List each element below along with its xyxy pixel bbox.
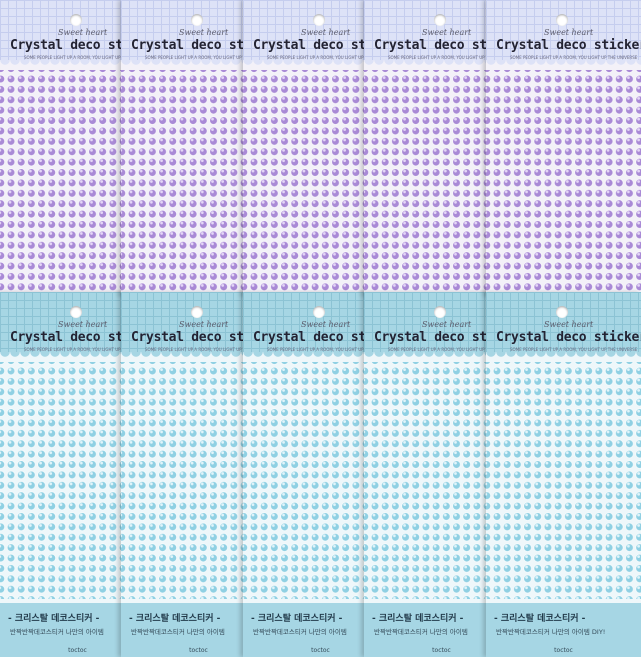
sticker-pack: Sweet heart Crystal deco sticker SOME PEOP… <box>486 292 641 657</box>
scalloped-edge <box>364 352 519 360</box>
hang-hole <box>433 14 446 26</box>
hang-hole <box>555 14 568 26</box>
pack-title: Crystal deco sti <box>253 330 374 345</box>
hang-hole <box>190 306 203 318</box>
pack-script-text: Sweet heart <box>544 28 594 37</box>
blue-row: Sweet heart Crystal deco sti SOME PEOPLE L… <box>0 292 641 657</box>
scalloped-edge <box>0 352 155 360</box>
brand-logo: toctoc <box>189 647 208 654</box>
pack-script-text: Sweet heart <box>422 320 472 329</box>
footer-subtitle: 반짝반짝데코스티커 나만의 아이템 <box>253 628 347 636</box>
footer-subtitle: 반짝반짝데코스티커 나만의 아이템 <box>131 628 225 636</box>
pack-tagline: SOME PEOPLE LIGHT UP A ROOM, YOU LIGHT U… <box>145 55 251 60</box>
pack-script-text: Sweet heart <box>179 28 229 37</box>
pack-header: Sweet heart Crystal deco sticker SOME PEOP… <box>486 292 641 356</box>
pack-header: Sweet heart Crystal deco sticker SOME PEOP… <box>486 0 641 64</box>
gem-sheet <box>486 362 641 599</box>
pack-title: Crystal deco sti <box>131 38 252 53</box>
brand-logo: toctoc <box>68 647 87 654</box>
footer-title: - 크리스탈 데코스티커 - <box>8 614 100 624</box>
pack-tagline: SOME PEOPLE LIGHT UP A ROOM, YOU LIGHT U… <box>388 55 494 60</box>
brand-logo: toctoc <box>432 647 451 654</box>
scalloped-edge <box>0 60 155 68</box>
pack-script-text: Sweet heart <box>301 28 351 37</box>
pack-title: Crystal deco sti <box>374 38 495 53</box>
pack-tagline: SOME PEOPLE LIGHT UP A ROOM, YOU LIGHT U… <box>145 347 251 352</box>
footer-title: - 크리스탈 데코스티커 - <box>494 614 586 624</box>
purple-row: Sweet heart Crystal deco sti SOME PEOPLE L… <box>0 0 641 296</box>
pack-tagline: SOME PEOPLE LIGHT UP A ROOM, YOU LIGHT U… <box>510 347 638 352</box>
footer-subtitle: 반짝반짝데코스티커 나만의 아이템 <box>10 628 104 636</box>
scalloped-edge <box>243 60 398 68</box>
footer-subtitle: 반짝반짝데코스티커 나만의 아이템 DIY! <box>496 628 606 636</box>
hang-hole <box>69 14 82 26</box>
pack-title: Crystal deco sticker <box>496 330 641 345</box>
pack-title: Crystal deco sti <box>131 330 252 345</box>
pack-title: Crystal deco sti <box>10 38 131 53</box>
scalloped-edge <box>121 352 276 360</box>
hang-hole <box>433 306 446 318</box>
scalloped-edge <box>486 60 641 68</box>
hang-hole <box>69 306 82 318</box>
pack-script-text: Sweet heart <box>544 320 594 329</box>
pack-tagline: SOME PEOPLE LIGHT UP A ROOM, YOU LIGHT U… <box>24 347 130 352</box>
pack-tagline: SOME PEOPLE LIGHT UP A ROOM, YOU LIGHT U… <box>388 347 494 352</box>
footer-title: - 크리스탈 데코스티커 - <box>129 614 221 624</box>
pack-script-text: Sweet heart <box>58 28 108 37</box>
sticker-pack: Sweet heart Crystal deco sticker SOME PEOP… <box>486 0 641 296</box>
brand-logo: toctoc <box>554 647 573 654</box>
pack-footer: - 크리스탈 데코스티커 - 반짝반짝데코스티커 나만의 아이템 DIY! toct… <box>486 603 641 657</box>
footer-title: - 크리스탈 데코스티커 - <box>372 614 464 624</box>
hang-hole <box>555 306 568 318</box>
pack-script-text: Sweet heart <box>301 320 351 329</box>
pack-script-text: Sweet heart <box>58 320 108 329</box>
pack-title: Crystal deco sti <box>10 330 131 345</box>
hang-hole <box>312 306 325 318</box>
pack-tagline: SOME PEOPLE LIGHT UP A ROOM, YOU LIGHT U… <box>510 55 638 60</box>
pack-title: Crystal deco sti <box>374 330 495 345</box>
scalloped-edge <box>486 352 641 360</box>
pack-title: Crystal deco sticker <box>496 38 641 53</box>
pack-script-text: Sweet heart <box>422 28 472 37</box>
scalloped-edge <box>243 352 398 360</box>
pack-tagline: SOME PEOPLE LIGHT UP A ROOM, YOU LIGHT U… <box>267 55 373 60</box>
pack-tagline: SOME PEOPLE LIGHT UP A ROOM, YOU LIGHT U… <box>24 55 130 60</box>
pack-title: Crystal deco sti <box>253 38 374 53</box>
brand-logo: toctoc <box>311 647 330 654</box>
footer-title: - 크리스탈 데코스티커 - <box>251 614 343 624</box>
footer-subtitle: 반짝반짝데코스티커 나만의 아이템 <box>374 628 468 636</box>
scalloped-edge <box>121 60 276 68</box>
pack-tagline: SOME PEOPLE LIGHT UP A ROOM, YOU LIGHT U… <box>267 347 373 352</box>
hang-hole <box>190 14 203 26</box>
scalloped-edge <box>364 60 519 68</box>
hang-hole <box>312 14 325 26</box>
pack-script-text: Sweet heart <box>179 320 229 329</box>
gem-sheet <box>486 70 641 292</box>
